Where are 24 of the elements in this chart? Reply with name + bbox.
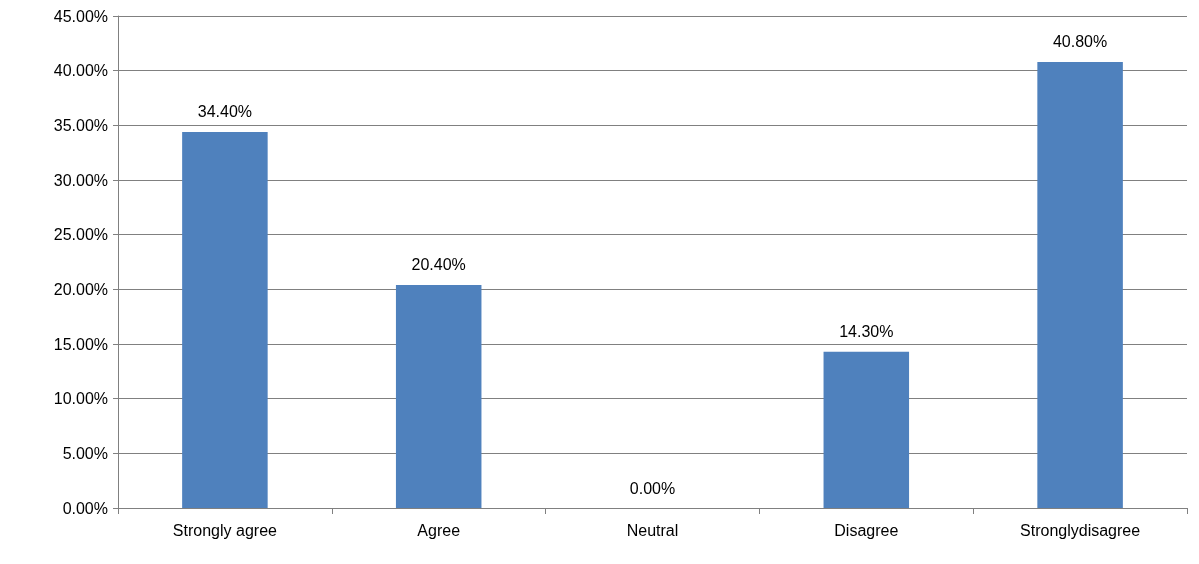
- x-tick-label: Neutral: [626, 521, 679, 539]
- bar: [395, 284, 482, 508]
- y-tick-label: 35.00%: [53, 116, 108, 134]
- bar: [1037, 61, 1123, 508]
- y-tick-label: 5.00%: [62, 444, 108, 462]
- y-tick-label: 10.00%: [53, 390, 108, 408]
- bar: [182, 131, 268, 508]
- y-tick-label: 30.00%: [53, 171, 108, 189]
- y-tick-label: 25.00%: [53, 226, 108, 244]
- x-tick-label: Stronglydisagree: [1020, 521, 1141, 539]
- data-label: 14.30%: [839, 323, 894, 341]
- data-label: 40.80%: [1052, 33, 1108, 51]
- y-tick-label: 15.00%: [53, 335, 108, 353]
- x-tick-label: Strongly agree: [172, 521, 278, 539]
- data-label: 0.00%: [629, 479, 676, 497]
- x-tick-label: Agree: [417, 521, 461, 539]
- y-tick-label: 20.00%: [53, 280, 108, 298]
- x-tick-label: Disagree: [834, 521, 899, 539]
- y-tick-label: 40.00%: [53, 62, 108, 80]
- y-tick-label: 0.00%: [62, 499, 108, 517]
- y-tick-label: 45.00%: [53, 7, 108, 25]
- data-label: 20.40%: [411, 256, 466, 274]
- bar: [823, 351, 910, 508]
- data-label: 34.40%: [197, 103, 253, 121]
